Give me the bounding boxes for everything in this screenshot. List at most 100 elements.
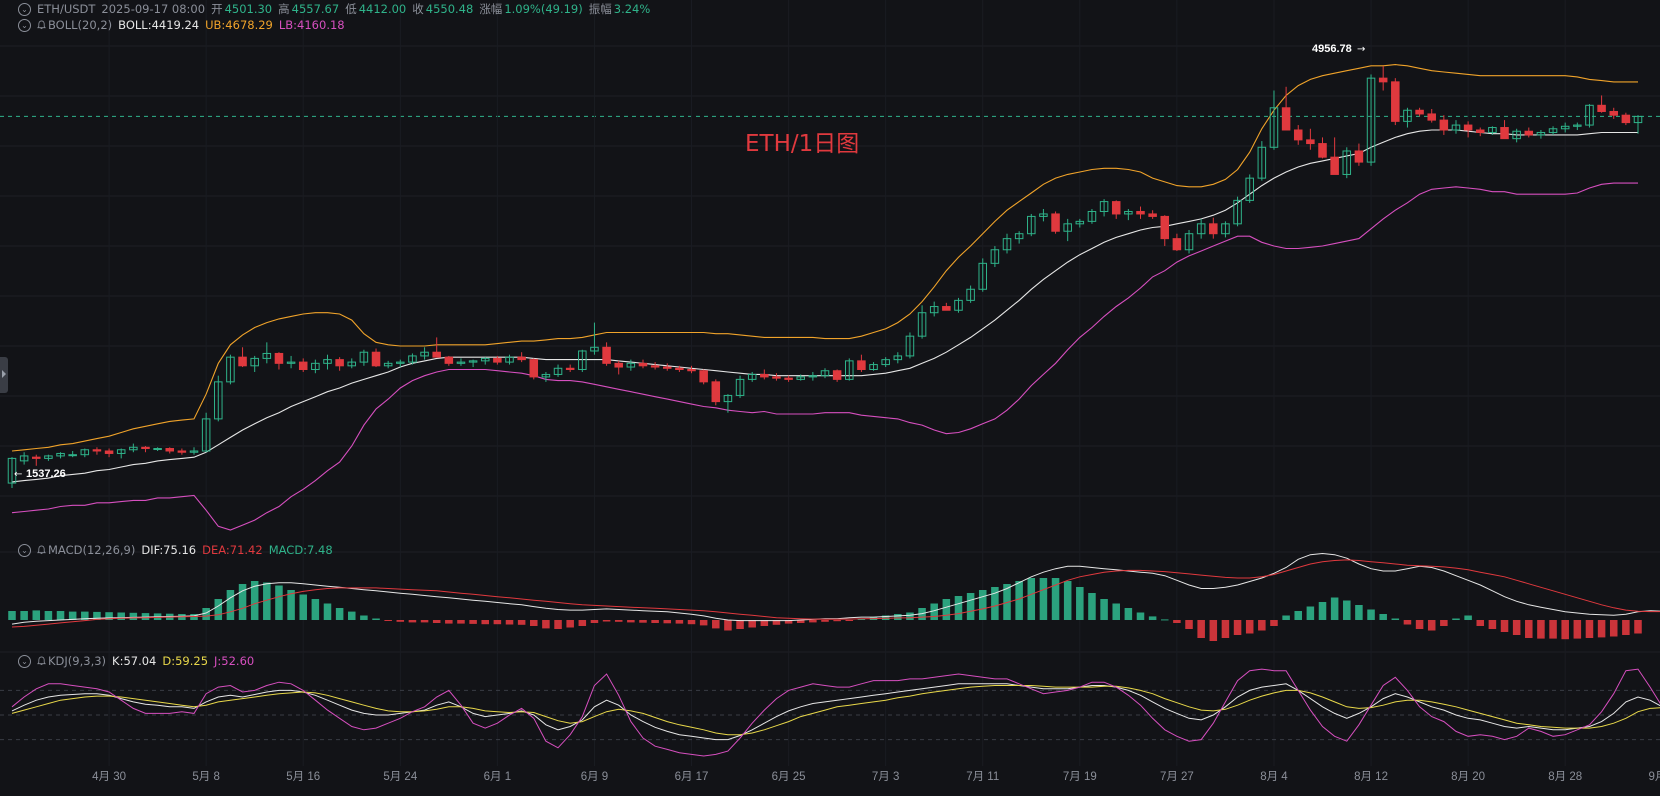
macd-histogram-bar xyxy=(287,590,295,620)
x-tick-label: 8月 12 xyxy=(1354,771,1388,783)
macd-histogram-bar xyxy=(651,620,659,623)
candle-body xyxy=(44,455,53,459)
candle-body xyxy=(432,351,441,358)
macd-histogram-bar xyxy=(335,608,344,620)
kdj-d-value: D:59.25 xyxy=(162,654,209,668)
macd-histogram-bar xyxy=(796,620,805,623)
x-tick-label: 5月 16 xyxy=(286,771,320,783)
candle-body xyxy=(1585,104,1594,126)
macd-dea-line xyxy=(11,559,1660,628)
grid-lines xyxy=(0,0,1660,766)
macd-histogram-bar xyxy=(1173,620,1181,623)
macd-histogram-bar xyxy=(1343,600,1351,620)
low-arrow-icon: ← xyxy=(14,469,22,480)
candle-body xyxy=(784,377,793,380)
chevron-down-icon[interactable]: ⌄ xyxy=(18,18,31,32)
candle-body xyxy=(1573,124,1582,127)
x-tick-label: 7月 27 xyxy=(1160,771,1194,783)
macd-histogram-bar xyxy=(1452,618,1460,620)
bell-icon[interactable] xyxy=(37,20,46,30)
macd-histogram-bar xyxy=(1148,616,1157,620)
candle-body xyxy=(735,378,745,396)
candle-body xyxy=(590,346,599,352)
macd-histogram-bar xyxy=(1379,614,1387,620)
sidebar-expand-handle[interactable] xyxy=(0,357,8,393)
candle-body xyxy=(56,452,65,457)
close-label: 收 xyxy=(412,2,424,16)
candle-body xyxy=(298,361,308,371)
candle-body xyxy=(1403,109,1412,122)
bell-icon[interactable] xyxy=(37,656,46,666)
candle-body xyxy=(808,375,818,378)
candle-body xyxy=(1014,233,1024,240)
macd-histogram-bar xyxy=(1476,620,1485,626)
candle-body xyxy=(1330,156,1339,175)
bell-icon[interactable] xyxy=(37,545,46,555)
candle-body xyxy=(238,356,247,367)
macd-histogram-bar xyxy=(639,620,647,623)
candle-body xyxy=(250,357,259,367)
candle-body xyxy=(1075,220,1085,225)
chevron-down-icon[interactable]: ⌄ xyxy=(18,2,31,16)
candle-body xyxy=(262,352,272,359)
macd-histogram-bar xyxy=(978,590,987,620)
candle-body xyxy=(359,351,369,363)
macd-histogram-bar xyxy=(1525,620,1533,638)
boll-indicator-label[interactable]: BOLL(20,2) xyxy=(48,18,113,32)
candle-body xyxy=(553,367,563,375)
macd-histogram-bar xyxy=(991,587,999,620)
macd-histogram-bar xyxy=(1015,581,1023,620)
macd-histogram-bar xyxy=(493,620,502,625)
high-price-marker: 4956.78 xyxy=(1312,43,1352,55)
x-tick-label: 8月 4 xyxy=(1260,771,1288,783)
candle-body xyxy=(1209,223,1218,235)
macd-histogram-bar xyxy=(44,611,53,620)
x-tick-label: 4月 30 xyxy=(92,771,126,783)
macd-histogram-bar xyxy=(299,594,307,620)
macd-dif-line xyxy=(11,552,1660,625)
candle-body xyxy=(1475,129,1485,133)
candle-body xyxy=(990,249,1000,264)
high-arrow-icon: → xyxy=(1357,44,1365,55)
candle-body xyxy=(602,346,611,364)
candle-body xyxy=(371,351,381,367)
candlestick-layer xyxy=(7,66,1643,489)
kdj-indicator-label[interactable]: KDJ(9,3,3) xyxy=(48,654,107,668)
macd-histogram-bar xyxy=(1221,620,1230,638)
datetime-label: 2025-09-17 08:00 xyxy=(101,2,206,16)
candle-body xyxy=(311,362,320,371)
macd-histogram-bar xyxy=(809,620,817,623)
candle-body xyxy=(1063,223,1072,232)
macd-histogram-bar xyxy=(966,593,975,620)
x-tick-label: 5月 24 xyxy=(383,771,417,783)
macd-histogram-bar xyxy=(1597,620,1606,638)
macd-histogram-bar xyxy=(663,620,672,624)
chevron-down-icon[interactable]: ⌄ xyxy=(18,654,31,668)
macd-histogram-bar xyxy=(1112,603,1120,620)
candle-body xyxy=(662,366,672,369)
candle-body xyxy=(335,359,344,367)
candle-body xyxy=(614,362,623,368)
candle-body xyxy=(1354,150,1364,163)
candle-body xyxy=(1342,150,1352,175)
candle-body xyxy=(92,449,102,452)
macd-histogram-bar xyxy=(1270,620,1278,626)
candle-body xyxy=(845,360,854,380)
candle-body xyxy=(141,446,150,450)
macd-indicator-label[interactable]: MACD(12,26,9) xyxy=(48,543,136,557)
candle-body xyxy=(832,370,842,380)
macd-histogram-bar xyxy=(517,620,526,625)
chevron-right-icon xyxy=(2,370,6,378)
kdj-d-line xyxy=(11,685,1660,736)
macd-header: ⌄ MACD(12,26,9) DIF:75.16 DEA:71.42 MACD… xyxy=(18,543,333,557)
candle-body xyxy=(493,357,502,363)
macd-histogram-bar xyxy=(906,612,914,620)
macd-histogram-bar xyxy=(1355,605,1363,620)
macd-histogram-bar xyxy=(226,590,235,620)
macd-histogram-bar xyxy=(772,620,781,625)
macd-histogram-bar xyxy=(894,614,902,620)
chevron-down-icon[interactable]: ⌄ xyxy=(18,543,31,557)
candle-body xyxy=(1221,223,1230,235)
